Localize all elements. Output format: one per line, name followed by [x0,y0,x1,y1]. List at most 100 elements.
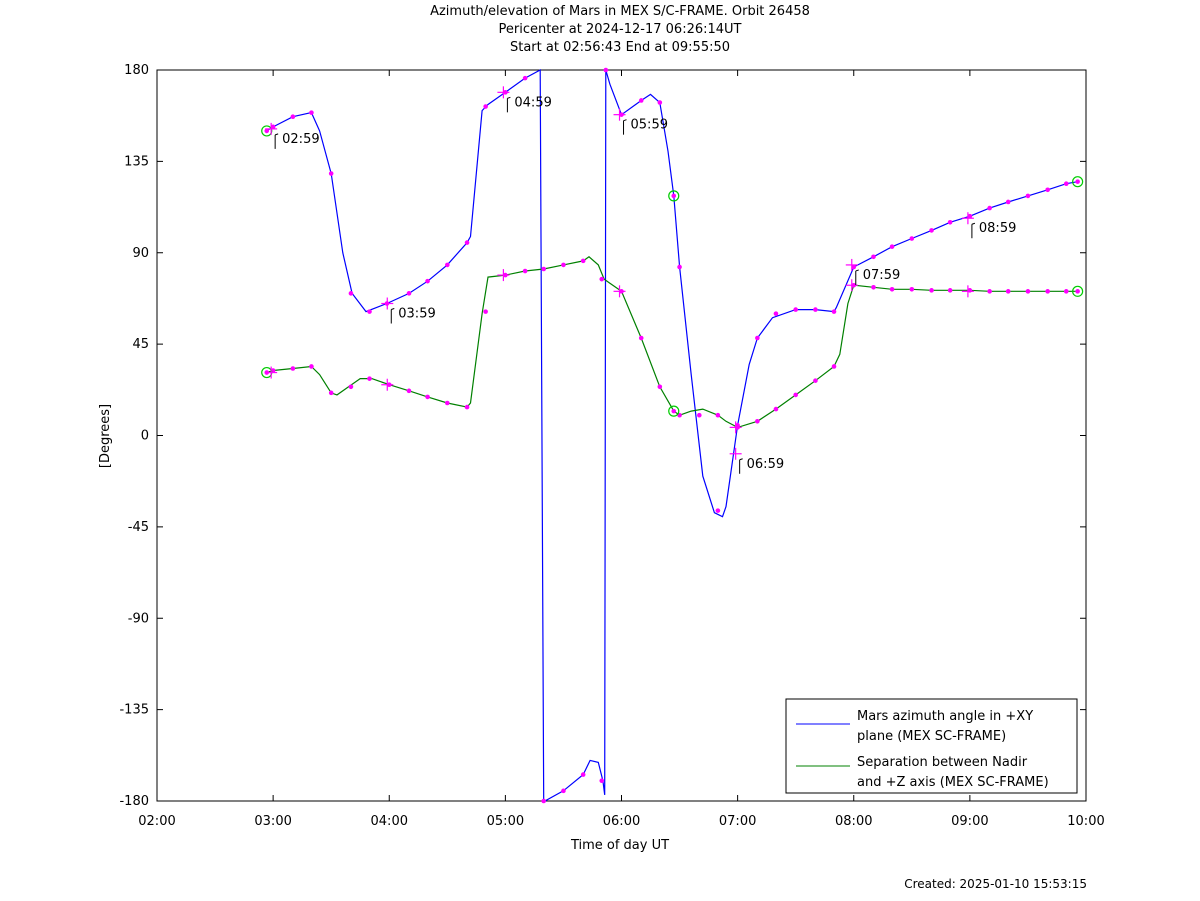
hour-label-tick-hook [971,222,976,225]
hour-label-tick-hook [391,308,395,310]
azimuth-point [677,264,682,270]
azimuth-point [1005,199,1011,205]
x-tick-label: 03:00 [254,814,291,829]
azimuth-point [328,171,334,176]
separation-point [290,366,296,371]
separation-point [773,406,779,412]
azimuth-point [671,193,677,199]
azimuth-point [464,240,470,245]
azimuth-point [813,307,818,312]
separation-point [1005,289,1011,294]
y-tick-label: -180 [119,794,149,809]
separation-point [1045,289,1050,294]
separation-point [671,408,677,414]
separation-point [348,384,354,390]
separation-point [929,288,934,293]
x-axis-label: Time of day UT [570,838,669,853]
separation-point [425,394,430,400]
azimuth-point [483,104,488,109]
x-tick-label: 10:00 [1067,814,1104,829]
azimuth-point [773,311,779,316]
azimuth-point [889,244,895,249]
azimuth-point [1075,179,1080,184]
separation-point [697,412,702,418]
hour-label-tick-hook [507,96,511,99]
marker-layer: 02:59 03:59 04:59 05:59 06:59 07:59 08:59 [261,67,1084,804]
x-tick-label: 09:00 [951,814,988,829]
separation-point [871,284,876,290]
separation-point [541,266,546,272]
azimuth-point [1045,187,1050,193]
separation-point [813,378,818,383]
x-tick-label: 08:00 [835,814,872,829]
separation-point [1025,289,1031,294]
circle-marker [1072,285,1084,297]
circle-marker [668,190,680,202]
hour-label: 04:59 [514,95,551,110]
separation-point [522,268,528,274]
hour-label: 05:59 [631,118,668,133]
plot-frame [156,69,1087,802]
azimuth-point [367,309,372,314]
azimuth-point [929,228,934,233]
hour-label-tick-hook [855,269,859,272]
x-tick-label: 07:00 [719,814,756,829]
azimuth-point [1063,181,1069,187]
azimuth-point [715,508,721,513]
separation-point [793,392,798,398]
y-tick-label: -45 [128,520,149,535]
hour-label: 08:59 [979,221,1016,236]
separation-point [599,276,605,282]
azimuth-point [406,291,412,296]
x-tick-label: 05:00 [487,814,524,829]
azimuth-point [270,124,276,130]
azimuth-point [580,772,586,777]
hour-label: 06:59 [747,457,784,472]
y-tick-label: 180 [124,63,149,78]
axes: 02:00 03:00 04:00 05:00 06:00 07:00 08:00 09:00… [119,63,1104,829]
legend-label-azimuth-2: plane (MEX SC-FRAME) [857,729,1006,744]
azimuth-point [967,213,973,219]
azimuth-point [793,307,798,312]
azimuth-point [561,788,566,794]
created-timestamp: Created: 2025-01-10 15:53:15 [904,877,1087,891]
separation-point [1063,289,1069,294]
hour-label-tick-hook [623,119,627,122]
separation-point [889,287,895,292]
separation-point [580,258,586,264]
azimuth-series-line [266,68,1078,802]
chart-title-line-2: Pericenter at 2024-12-17 06:26:14UT [498,22,742,37]
y-tick-label: 135 [124,154,149,169]
y-axis-label: [Degrees] [98,404,113,468]
azimuth-point [987,205,992,211]
chart-title-line-3: Start at 02:56:43 End at 09:55:50 [509,40,731,55]
azimuth-point [755,335,760,341]
separation-point [909,287,915,292]
hour-label-tick-hook [274,133,279,136]
y-tick-label: 45 [132,337,149,352]
series-layer [266,68,1078,802]
circle-marker [1072,176,1084,188]
legend-label-separation-1: Separation between Nadir [857,755,1028,770]
separation-point [947,288,953,293]
legend-label-azimuth-1: Mars azimuth angle in +XY [857,709,1033,724]
separation-point [328,390,334,396]
separation-point [445,400,450,406]
azimuth-point [909,236,915,241]
azimuth-point [522,75,528,81]
separation-point [406,388,412,394]
y-tick-label: 0 [141,429,149,444]
separation-point [638,335,644,341]
azimuth-point [638,98,644,103]
azimuth-point [831,309,837,314]
azimuth-point [264,128,270,134]
chart-title-line-1: Azimuth/elevation of Mars in MEX S/C-FRA… [430,4,810,19]
separation-point [367,376,372,381]
y-tick-label: -90 [128,611,149,626]
x-tick-label: 04:00 [371,814,408,829]
azimuth-point [309,110,314,115]
x-tick-label: 02:00 [138,814,175,829]
separation-point [987,289,992,294]
azimuth-point [445,262,450,268]
